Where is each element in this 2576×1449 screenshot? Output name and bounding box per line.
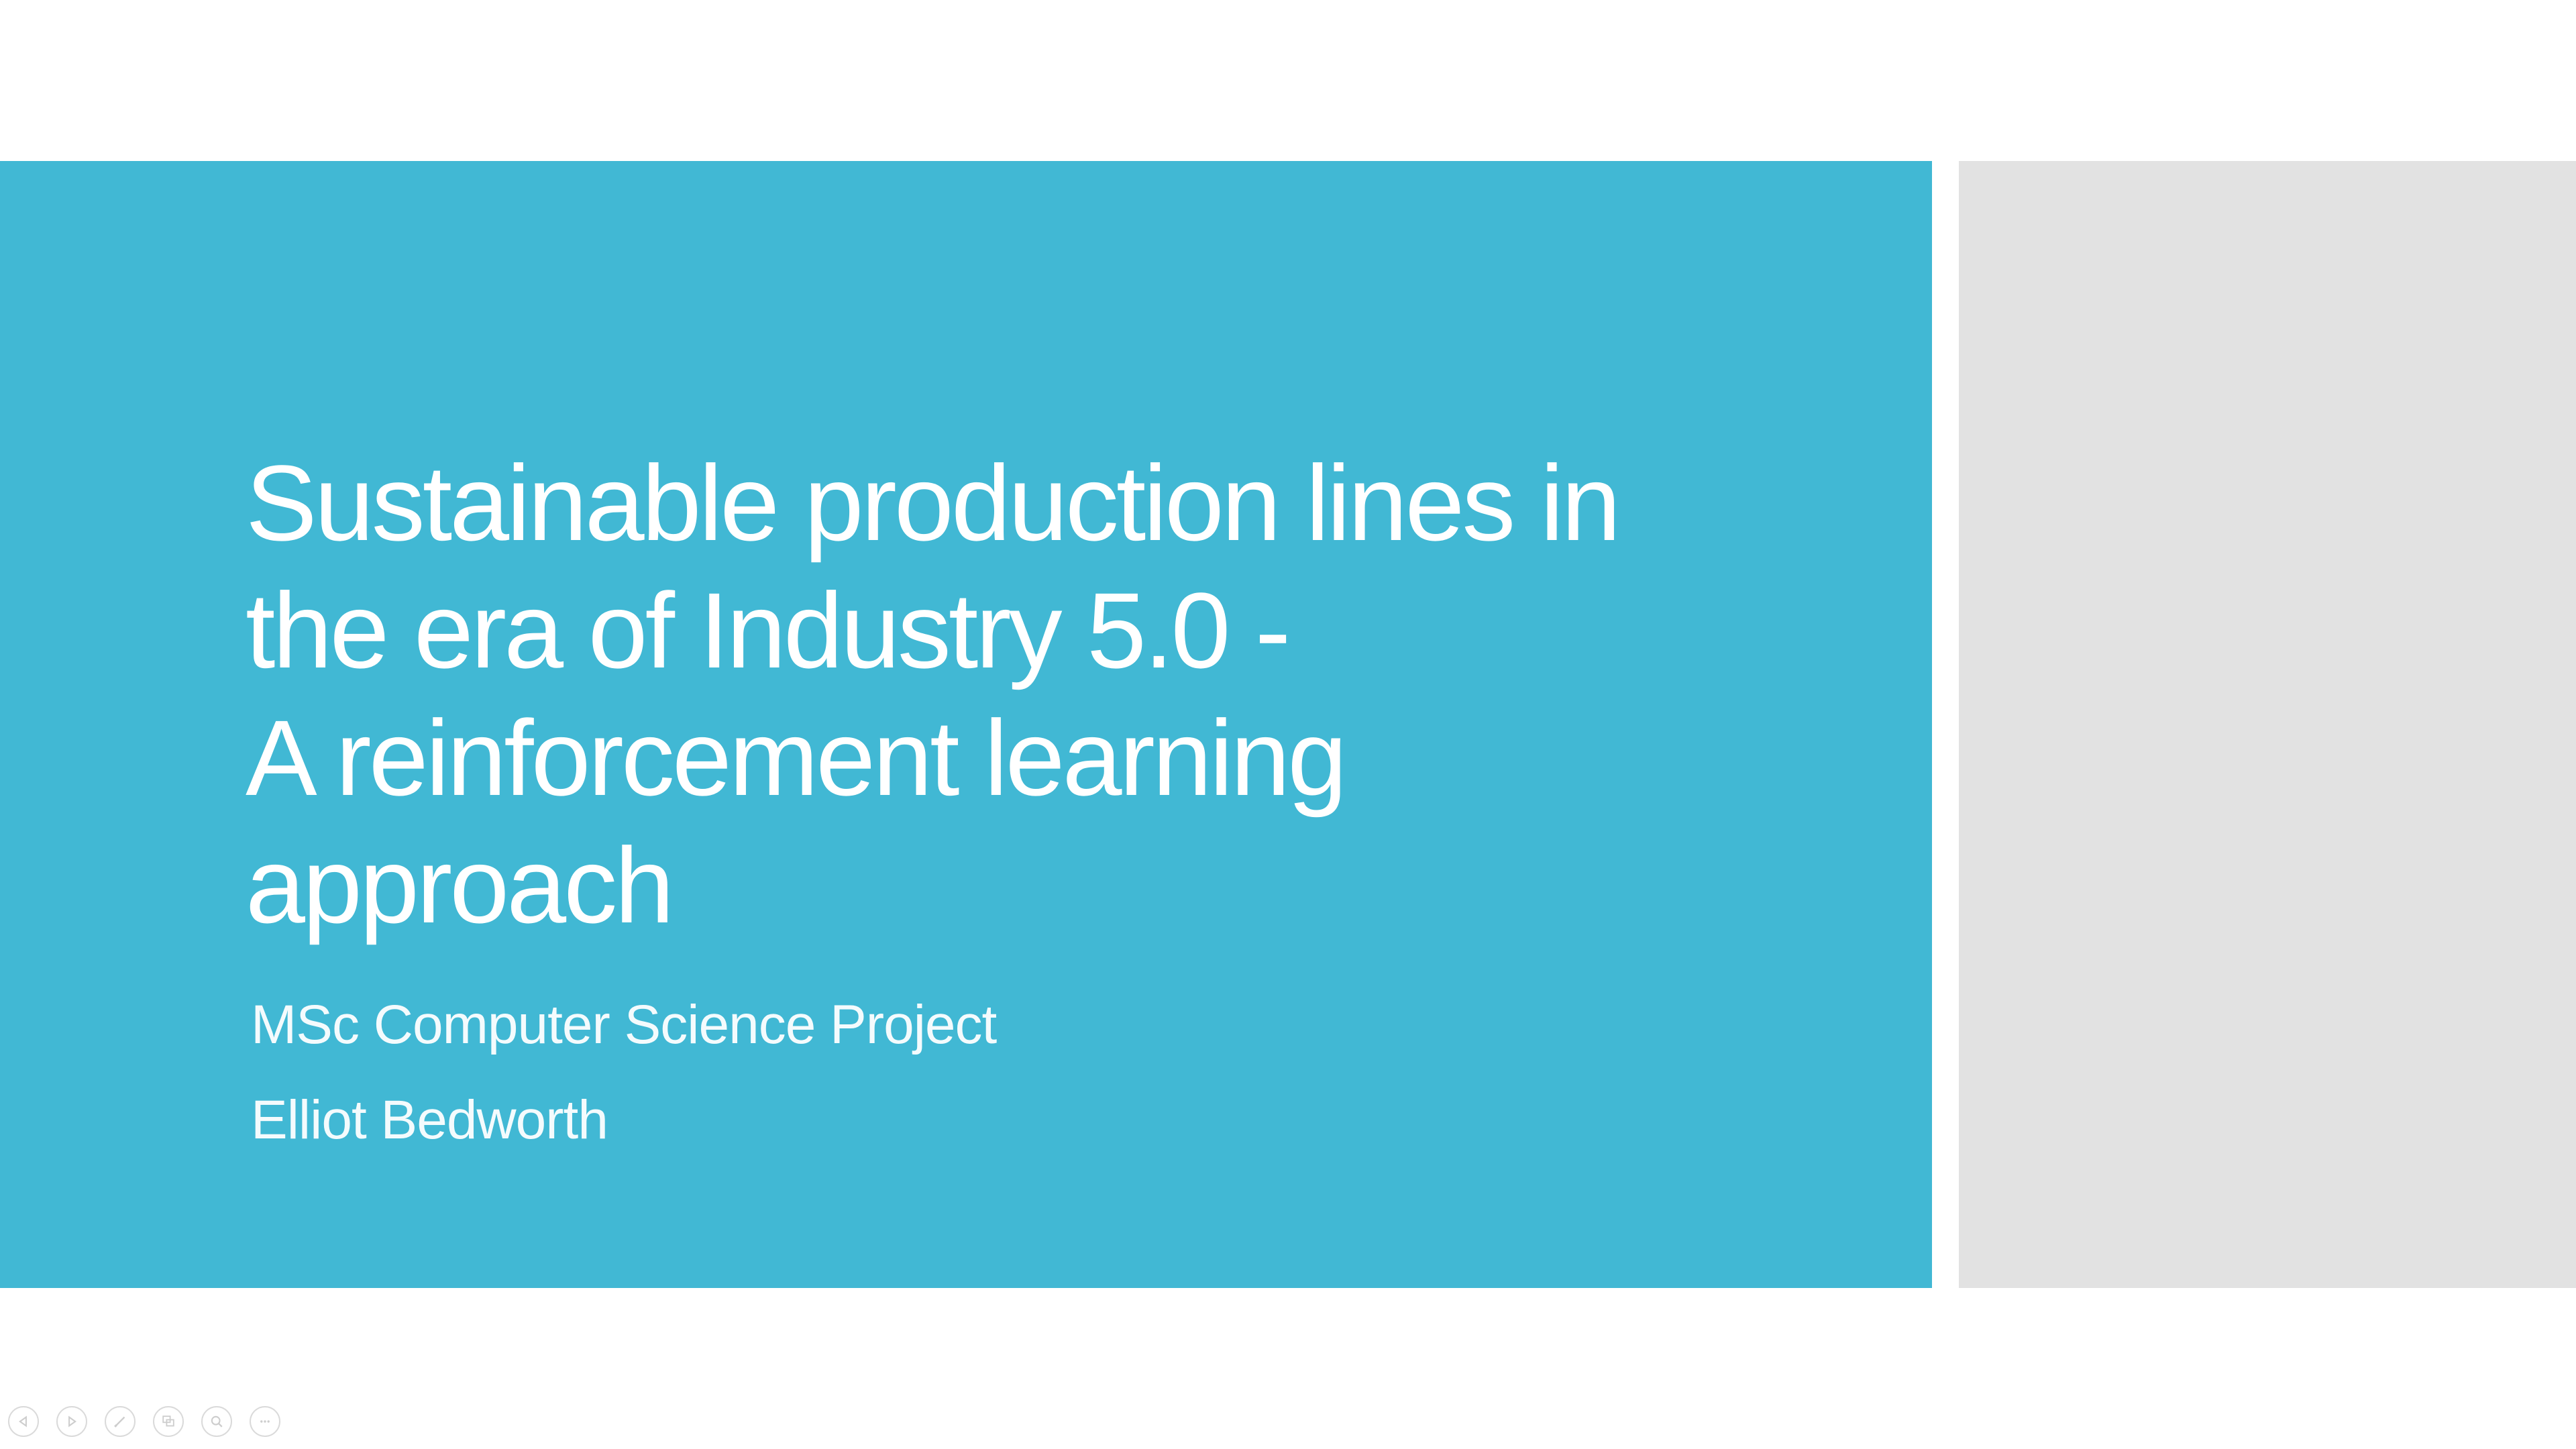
slide-subtitle-course: MSc Computer Science Project bbox=[251, 994, 997, 1055]
next-slide-button[interactable] bbox=[56, 1406, 87, 1437]
slides-overview-icon bbox=[162, 1415, 174, 1427]
next-icon bbox=[68, 1415, 76, 1428]
more-options-button[interactable] bbox=[250, 1406, 280, 1437]
slide-subtitle-author: Elliot Bedworth bbox=[251, 1089, 608, 1150]
slide-title-line: A reinforcement learning bbox=[246, 698, 1347, 818]
presenter-toolbar bbox=[8, 1405, 280, 1438]
previous-icon bbox=[19, 1415, 27, 1428]
see-all-slides-button[interactable] bbox=[153, 1406, 184, 1437]
previous-slide-button[interactable] bbox=[8, 1406, 39, 1437]
pen-icon bbox=[114, 1416, 125, 1428]
slide-title-line: the era of Industry 5.0 - bbox=[246, 570, 1291, 690]
zoom-button[interactable] bbox=[201, 1406, 232, 1437]
side-gray-panel bbox=[1959, 161, 2576, 1288]
slide-title: Sustainable production lines in the era … bbox=[246, 439, 1788, 949]
more-options-icon bbox=[260, 1420, 270, 1423]
slide-title-line: Sustainable production lines in bbox=[246, 443, 1621, 563]
zoom-icon bbox=[211, 1415, 223, 1428]
pen-tool-button[interactable] bbox=[105, 1406, 136, 1437]
title-accent-band bbox=[0, 161, 1932, 1288]
slide-title-line: approach bbox=[246, 825, 674, 945]
